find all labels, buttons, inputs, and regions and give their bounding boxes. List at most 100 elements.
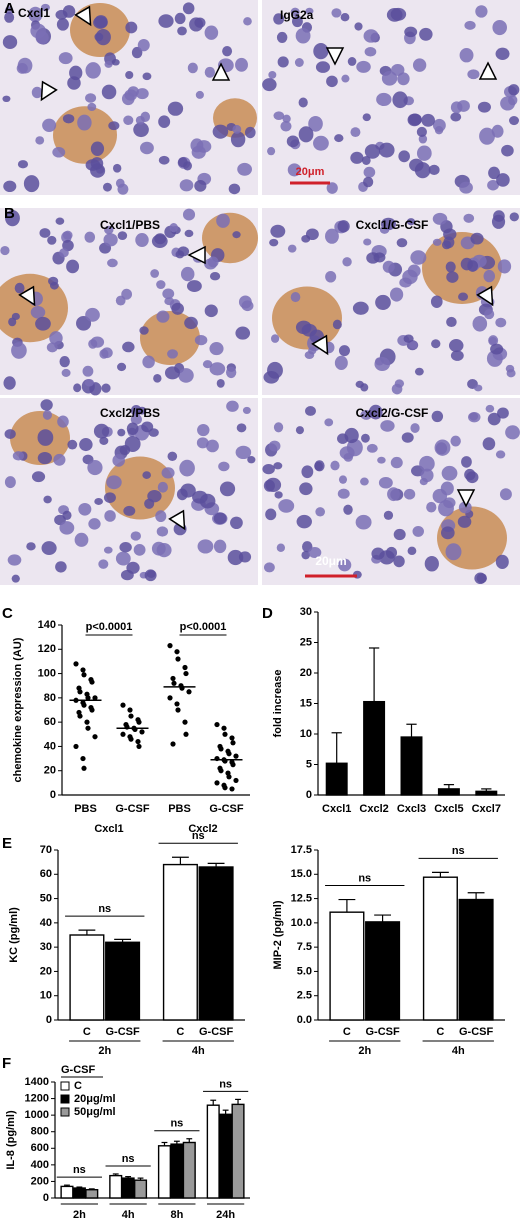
bar <box>105 941 141 1021</box>
annotation: ns <box>192 830 205 842</box>
data-point <box>139 729 145 735</box>
cell-nucleus <box>99 436 109 445</box>
cell-nucleus <box>41 541 57 555</box>
cell-nucleus <box>414 367 424 376</box>
data-point <box>73 661 79 667</box>
cell-nucleus <box>137 38 150 52</box>
cell-nucleus <box>410 423 420 434</box>
cell-nucleus <box>467 69 480 80</box>
cell-nucleus <box>95 29 111 46</box>
data-point <box>81 765 87 771</box>
cell-nucleus <box>58 52 73 65</box>
cell-nucleus <box>280 121 292 132</box>
cell-nucleus <box>7 554 22 566</box>
cell-nucleus <box>55 561 67 573</box>
cell-nucleus <box>179 179 194 192</box>
cell-nucleus <box>197 423 210 437</box>
cell-nucleus <box>115 295 126 306</box>
arrowhead <box>40 80 58 102</box>
cell-nucleus <box>56 18 69 31</box>
cell-nucleus <box>142 471 151 479</box>
y-tick-label: 60 <box>40 868 52 880</box>
cell-nucleus <box>237 162 252 176</box>
cell-nucleus <box>218 461 230 472</box>
group-label: 2h <box>358 1045 371 1057</box>
cell-nucleus <box>350 151 364 164</box>
data-point <box>230 762 236 768</box>
cell-nucleus <box>126 422 139 435</box>
data-point <box>221 725 227 731</box>
cell-nucleus <box>103 233 118 247</box>
data-point <box>167 643 173 649</box>
cell-nucleus <box>102 182 112 192</box>
cell-nucleus <box>12 451 25 461</box>
bar <box>363 700 386 796</box>
cell-nucleus <box>324 418 334 427</box>
cell-nucleus <box>52 146 66 158</box>
cell-nucleus <box>301 323 317 337</box>
cell-nucleus <box>90 141 105 156</box>
cell-nucleus <box>67 76 81 90</box>
cell-nucleus <box>458 292 469 301</box>
cell-nucleus <box>445 261 456 273</box>
cell-nucleus <box>332 319 342 330</box>
data-point <box>80 755 86 762</box>
cell-nucleus <box>130 531 142 541</box>
cell-nucleus <box>428 164 440 175</box>
data-point <box>174 701 180 707</box>
cell-nucleus <box>35 316 51 331</box>
group-label: Cxcl1 <box>94 823 123 835</box>
cell-nucleus <box>380 420 395 432</box>
cell-nucleus <box>171 302 184 315</box>
cell-nucleus <box>377 456 386 464</box>
cell-nucleus <box>3 180 17 193</box>
y-tick-label: 25 <box>300 636 312 648</box>
cell-nucleus <box>104 60 113 68</box>
cell-nucleus <box>0 245 10 256</box>
cell-nucleus <box>432 212 448 225</box>
data-point <box>120 702 126 708</box>
cell-nucleus <box>378 142 395 158</box>
cell-nucleus <box>487 412 501 426</box>
cell-nucleus <box>16 63 28 74</box>
cell-nucleus <box>133 122 149 138</box>
cell-nucleus <box>235 445 252 460</box>
panel-letter: B <box>4 205 15 222</box>
x-tick-label: G-CSF <box>115 803 150 815</box>
cell-nucleus <box>382 260 395 273</box>
cell-nucleus <box>182 208 196 221</box>
cell-nucleus <box>290 292 301 303</box>
stained-cell <box>272 286 342 350</box>
cell-nucleus <box>117 428 126 437</box>
bar <box>109 1174 123 1199</box>
cell-nucleus <box>131 46 143 59</box>
cell-nucleus <box>363 176 374 188</box>
cell-nucleus <box>137 406 147 415</box>
data-point <box>229 786 235 792</box>
cell-nucleus <box>84 231 96 243</box>
cell-nucleus <box>11 312 20 321</box>
cell-nucleus <box>291 15 303 28</box>
data-point <box>167 695 173 701</box>
cell-nucleus <box>101 84 117 100</box>
cell-nucleus <box>361 433 370 443</box>
cell-nucleus <box>180 266 195 282</box>
cell-nucleus <box>491 214 506 229</box>
annotation: ns <box>358 872 371 884</box>
cell-nucleus <box>180 483 196 498</box>
cell-nucleus <box>135 233 149 247</box>
cell-nucleus <box>488 166 500 180</box>
y-tick-label: 0.0 <box>297 1014 312 1026</box>
cell-nucleus <box>212 124 229 139</box>
cell-nucleus <box>390 456 403 469</box>
cell-nucleus <box>158 115 171 129</box>
cell-nucleus <box>352 301 369 315</box>
micrograph <box>0 208 258 396</box>
micrograph <box>262 208 520 395</box>
cell-nucleus <box>295 27 311 44</box>
cell-nucleus <box>155 510 167 523</box>
cell-nucleus <box>509 212 519 222</box>
cell-nucleus <box>190 138 204 153</box>
annotation: p<0.0001 <box>86 621 133 633</box>
data-point <box>183 731 189 737</box>
